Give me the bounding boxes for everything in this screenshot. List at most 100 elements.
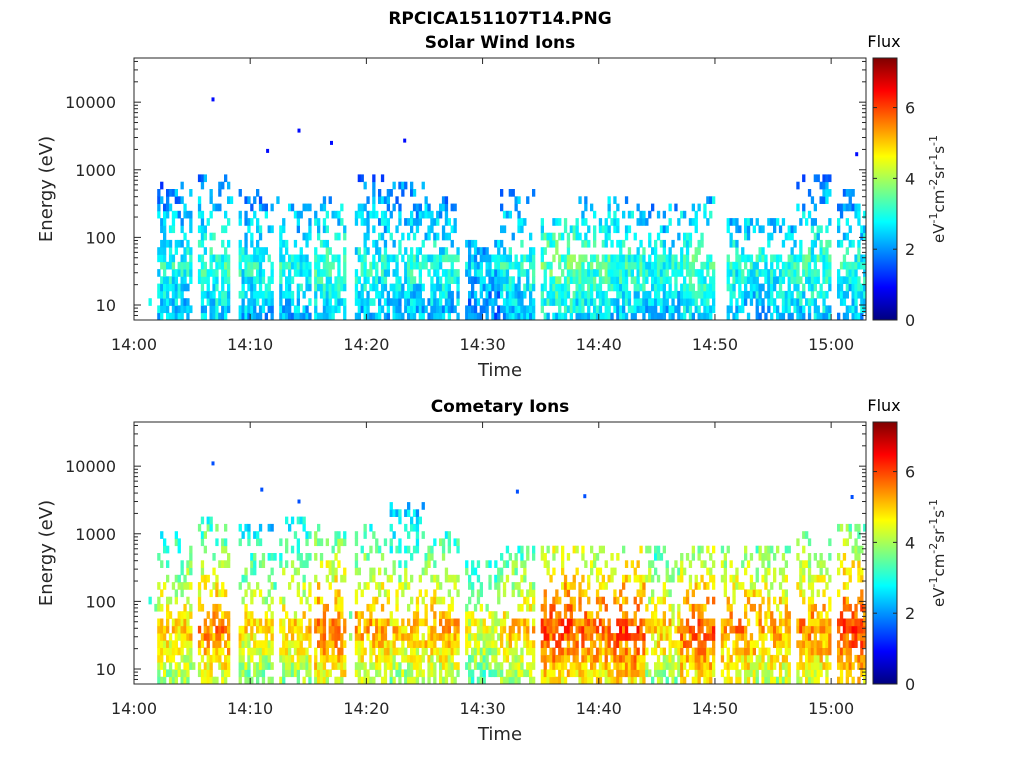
heatmap-cell: [604, 298, 608, 306]
heatmap-cell: [744, 669, 748, 678]
heatmap-cell: [256, 625, 260, 634]
heatmap-cell: [372, 181, 376, 190]
heatmap-cell: [526, 589, 530, 598]
heatmap-cell: [517, 669, 521, 678]
heatmap-cell: [848, 574, 852, 583]
heatmap-cell: [651, 298, 655, 306]
heatmap-cell: [837, 676, 841, 685]
heatmap-cell: [366, 269, 370, 277]
heatmap-cell: [636, 218, 640, 226]
heatmap-cell: [578, 582, 582, 590]
heatmap-cell: [453, 625, 457, 634]
heatmap-cell: [238, 647, 242, 656]
heatmap-cell: [587, 239, 591, 248]
heatmap-cell: [851, 640, 855, 648]
heatmap-cell: [857, 312, 861, 321]
heatmap-cell: [415, 261, 420, 270]
heatmap-cell: [662, 647, 666, 656]
heatmap-cell: [180, 181, 184, 190]
heatmap-cell: [366, 676, 370, 685]
heatmap-cell: [331, 567, 335, 576]
heatmap-cell: [825, 196, 829, 204]
heatmap-cell: [189, 189, 193, 197]
heatmap-cell: [636, 269, 640, 277]
heatmap-cell: [354, 647, 359, 656]
heatmap-cell: [587, 596, 591, 605]
heatmap-cell: [314, 276, 318, 284]
heatmap-cell: [447, 283, 451, 292]
heatmap-cell: [619, 283, 623, 292]
heatmap-cell: [648, 567, 652, 576]
heatmap-cell: [325, 603, 329, 612]
heatmap-cell: [729, 654, 733, 663]
heatmap-cell: [502, 618, 507, 627]
heatmap-cell: [619, 603, 623, 612]
heatmap-cell: [357, 305, 361, 314]
heatmap-cell: [569, 269, 573, 277]
heatmap-cell: [691, 545, 695, 554]
heatmap-cell: [267, 553, 271, 561]
y-tick-label: 1000: [75, 525, 116, 544]
heatmap-cell: [334, 538, 338, 547]
heatmap-cell: [404, 633, 408, 641]
heatmap-cell: [549, 625, 553, 634]
heatmap-cell: [450, 203, 454, 212]
heatmap-cell: [526, 276, 530, 284]
heatmap-cell: [845, 203, 849, 212]
heatmap-cell: [218, 261, 222, 270]
heatmap-cell: [404, 218, 408, 226]
heatmap-cell: [654, 553, 658, 561]
colorbar-label-part: -1: [927, 577, 940, 588]
heatmap-cell: [805, 254, 809, 263]
heatmap-cell: [619, 269, 623, 277]
heatmap-cell: [563, 589, 568, 598]
heatmap-cell: [802, 633, 806, 641]
heatmap-cell: [517, 210, 521, 219]
heatmap-cell: [601, 545, 605, 554]
heatmap-cell: [293, 312, 298, 321]
heatmap-cell: [515, 489, 519, 494]
heatmap-cell: [363, 662, 367, 670]
heatmap-cell: [258, 618, 263, 627]
heatmap-cell: [485, 283, 489, 292]
heatmap-cell: [604, 669, 608, 678]
heatmap-cell: [398, 625, 402, 634]
heatmap-cell: [767, 239, 771, 248]
heatmap-cell: [857, 625, 861, 634]
heatmap-cell: [430, 254, 434, 263]
heatmap-cell: [758, 589, 762, 598]
heatmap-cell: [697, 633, 701, 641]
heatmap-cell: [569, 662, 573, 670]
heatmap-cell: [700, 276, 704, 284]
heatmap-cell: [511, 676, 515, 685]
heatmap-cell: [288, 269, 292, 277]
heatmap-cell: [688, 290, 693, 299]
heatmap-cell: [593, 276, 597, 284]
heatmap-cell: [723, 567, 727, 576]
heatmap-cell: [680, 560, 684, 568]
heatmap-cell: [279, 596, 283, 605]
x-axis: 14:00 14:10 14:20 14:30 14:40 14:50 15:00: [111, 58, 854, 354]
heatmap-cell: [407, 654, 411, 663]
heatmap-cell: [848, 669, 852, 678]
heatmap-cell: [436, 210, 440, 219]
heatmap-cell: [587, 276, 591, 284]
heatmap-cell: [723, 618, 727, 627]
heatmap-cell: [189, 560, 193, 568]
heatmap-cell: [624, 254, 629, 263]
heatmap-cell: [218, 589, 222, 598]
heatmap-cell: [375, 654, 379, 663]
heatmap-cell: [837, 625, 841, 634]
heatmap-cell: [465, 640, 469, 648]
heatmap-cell: [511, 662, 515, 670]
heatmap-cell: [662, 582, 666, 590]
heatmap-cell: [819, 611, 823, 619]
heatmap-cell: [433, 298, 437, 306]
heatmap-cell: [427, 625, 431, 634]
heatmap-cell: [802, 640, 806, 648]
heatmap-cell: [314, 305, 318, 314]
heatmap-cell: [590, 203, 594, 212]
heatmap-cell: [723, 676, 727, 685]
heatmap-cell: [700, 232, 704, 241]
heatmap-cell: [590, 312, 594, 321]
